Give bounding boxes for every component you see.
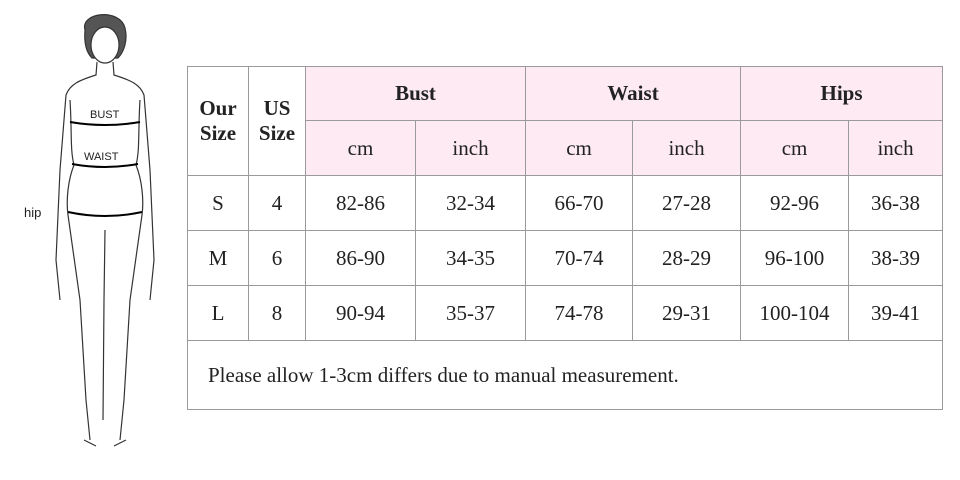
header-cell: Waist [525,66,742,121]
waist-label: WAIST [84,151,119,163]
data-cell: 38-39 [848,230,944,286]
unit-cell: cm [305,120,416,176]
bust-label: BUST [90,109,120,121]
size-row: M 6 86-90 34-35 70-74 28-29 96-100 38-39 [187,230,944,286]
unit-cell: cm [525,120,634,176]
data-cell: 8 [248,285,306,341]
data-cell: 27-28 [632,175,742,231]
data-cell: 6 [248,230,306,286]
header-cell: Our Size [187,66,249,176]
size-table: Our Size US Size Bust Waist Hips cm inch c… [186,66,944,410]
data-cell: S [187,175,249,231]
data-cell: 66-70 [525,175,634,231]
data-cell: 100-104 [740,285,850,341]
data-cell: 28-29 [632,230,742,286]
data-cell: 92-96 [740,175,850,231]
feet [83,439,127,447]
size-row: L 8 90-94 35-37 74-78 29-31 100-104 39-41 [187,285,944,341]
data-cell: L [187,285,249,341]
unit-cell: inch [414,120,527,176]
unit-cell: inch [848,120,944,176]
measure-lines [67,121,143,217]
size-row: S 4 82-86 32-34 66-70 27-28 92-96 36-38 [187,175,944,231]
data-cell: 96-100 [740,230,850,286]
data-cell: 34-35 [414,230,527,286]
note: Please allow 1-3cm differs due to manual… [186,340,944,410]
data-cell: 36-38 [848,175,944,231]
data-cell: 90-94 [305,285,416,341]
head [90,26,120,64]
data-cell: 39-41 [848,285,944,341]
header-cell: Hips [740,66,944,121]
data-cell: 86-90 [305,230,416,286]
header-cell: US Size [248,66,306,176]
data-cell: 82-86 [305,175,416,231]
data-cell: 29-31 [632,285,742,341]
unit-cell: cm [740,120,850,176]
unit-cell: inch [632,120,742,176]
data-cell: 32-34 [414,175,527,231]
data-cell: 70-74 [525,230,634,286]
body-figure: BUST WAIST hip [24,14,155,447]
data-cell: 35-37 [414,285,527,341]
hip-label: hip [24,205,41,220]
header-cell: Bust [304,66,527,121]
data-cell: M [187,230,249,286]
data-cell: 4 [248,175,306,231]
arms [55,61,155,301]
note-row: Please allow 1-3cm differs due to manual… [186,340,944,410]
data-cell: 74-78 [525,285,634,341]
